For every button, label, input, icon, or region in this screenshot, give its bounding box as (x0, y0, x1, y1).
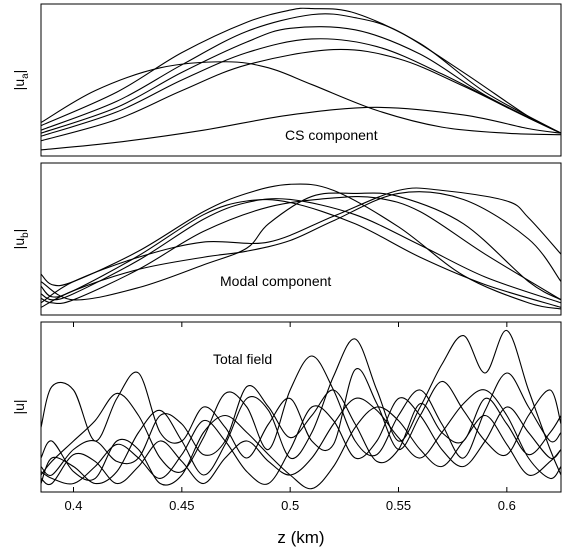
ylabel-top-main: |u (11, 79, 27, 90)
axes-frame-bottom (40, 321, 562, 493)
ylabel-middle-main: |u (11, 238, 27, 249)
axes-frame-top (40, 3, 562, 157)
series-line-top-7 (41, 106, 561, 151)
annotation-total: Total field (213, 351, 272, 367)
series-line-top-6 (41, 61, 561, 136)
ylabel-middle-tail: | (11, 229, 27, 233)
series-group-middle (41, 183, 561, 310)
panel-modal: Modal component |ub| (11, 162, 562, 316)
x-axis-label: z (km) (277, 528, 324, 547)
annotation-cs: CS component (285, 127, 378, 143)
x-tick-label-1: 0.4 (64, 498, 82, 513)
series-line-bottom-4 (41, 384, 561, 477)
panel-cs: CS component |ua| (11, 3, 562, 157)
series-line-top-1 (41, 7, 561, 134)
series-line-middle-6 (41, 191, 561, 308)
series-line-top-3 (41, 26, 561, 134)
series-line-middle-4 (41, 195, 561, 305)
x-tick-label-4: 0.55 (386, 498, 411, 513)
x-tick-label-5: 0.6 (498, 498, 516, 513)
x-axis-ticks: 0.4 0.45 0.5 0.55 0.6 (64, 322, 516, 513)
series-line-middle-3 (41, 198, 561, 304)
series-line-top-5 (41, 48, 561, 142)
panel-total: Total field |u| 0.4 0.45 0.5 0.55 0.6 z (km) (11, 321, 562, 547)
series-line-middle-5 (41, 192, 561, 301)
series-line-middle-7 (41, 187, 561, 304)
x-tick-label-2: 0.45 (169, 498, 194, 513)
series-line-top-2 (41, 13, 561, 134)
series-line-bottom-5 (41, 389, 561, 486)
series-line-bottom-6 (41, 397, 561, 485)
ylabel-top-tail: | (11, 70, 27, 74)
ylabel-middle-sub: b (20, 232, 31, 238)
series-line-bottom-3 (41, 329, 561, 485)
series-group-bottom (41, 329, 561, 490)
series-group-top (41, 7, 561, 151)
x-tick-label-3: 0.5 (281, 498, 299, 513)
axes-frame-middle (40, 162, 562, 316)
series-line-middle-1 (41, 183, 561, 310)
ylabel-top: |ua| (11, 70, 31, 91)
annotation-modal: Modal component (220, 273, 331, 289)
ylabel-top-sub: a (20, 73, 31, 79)
series-line-bottom-7 (41, 406, 561, 490)
ylabel-middle: |ub| (11, 229, 31, 250)
ylabel-bottom: |u| (11, 399, 27, 414)
